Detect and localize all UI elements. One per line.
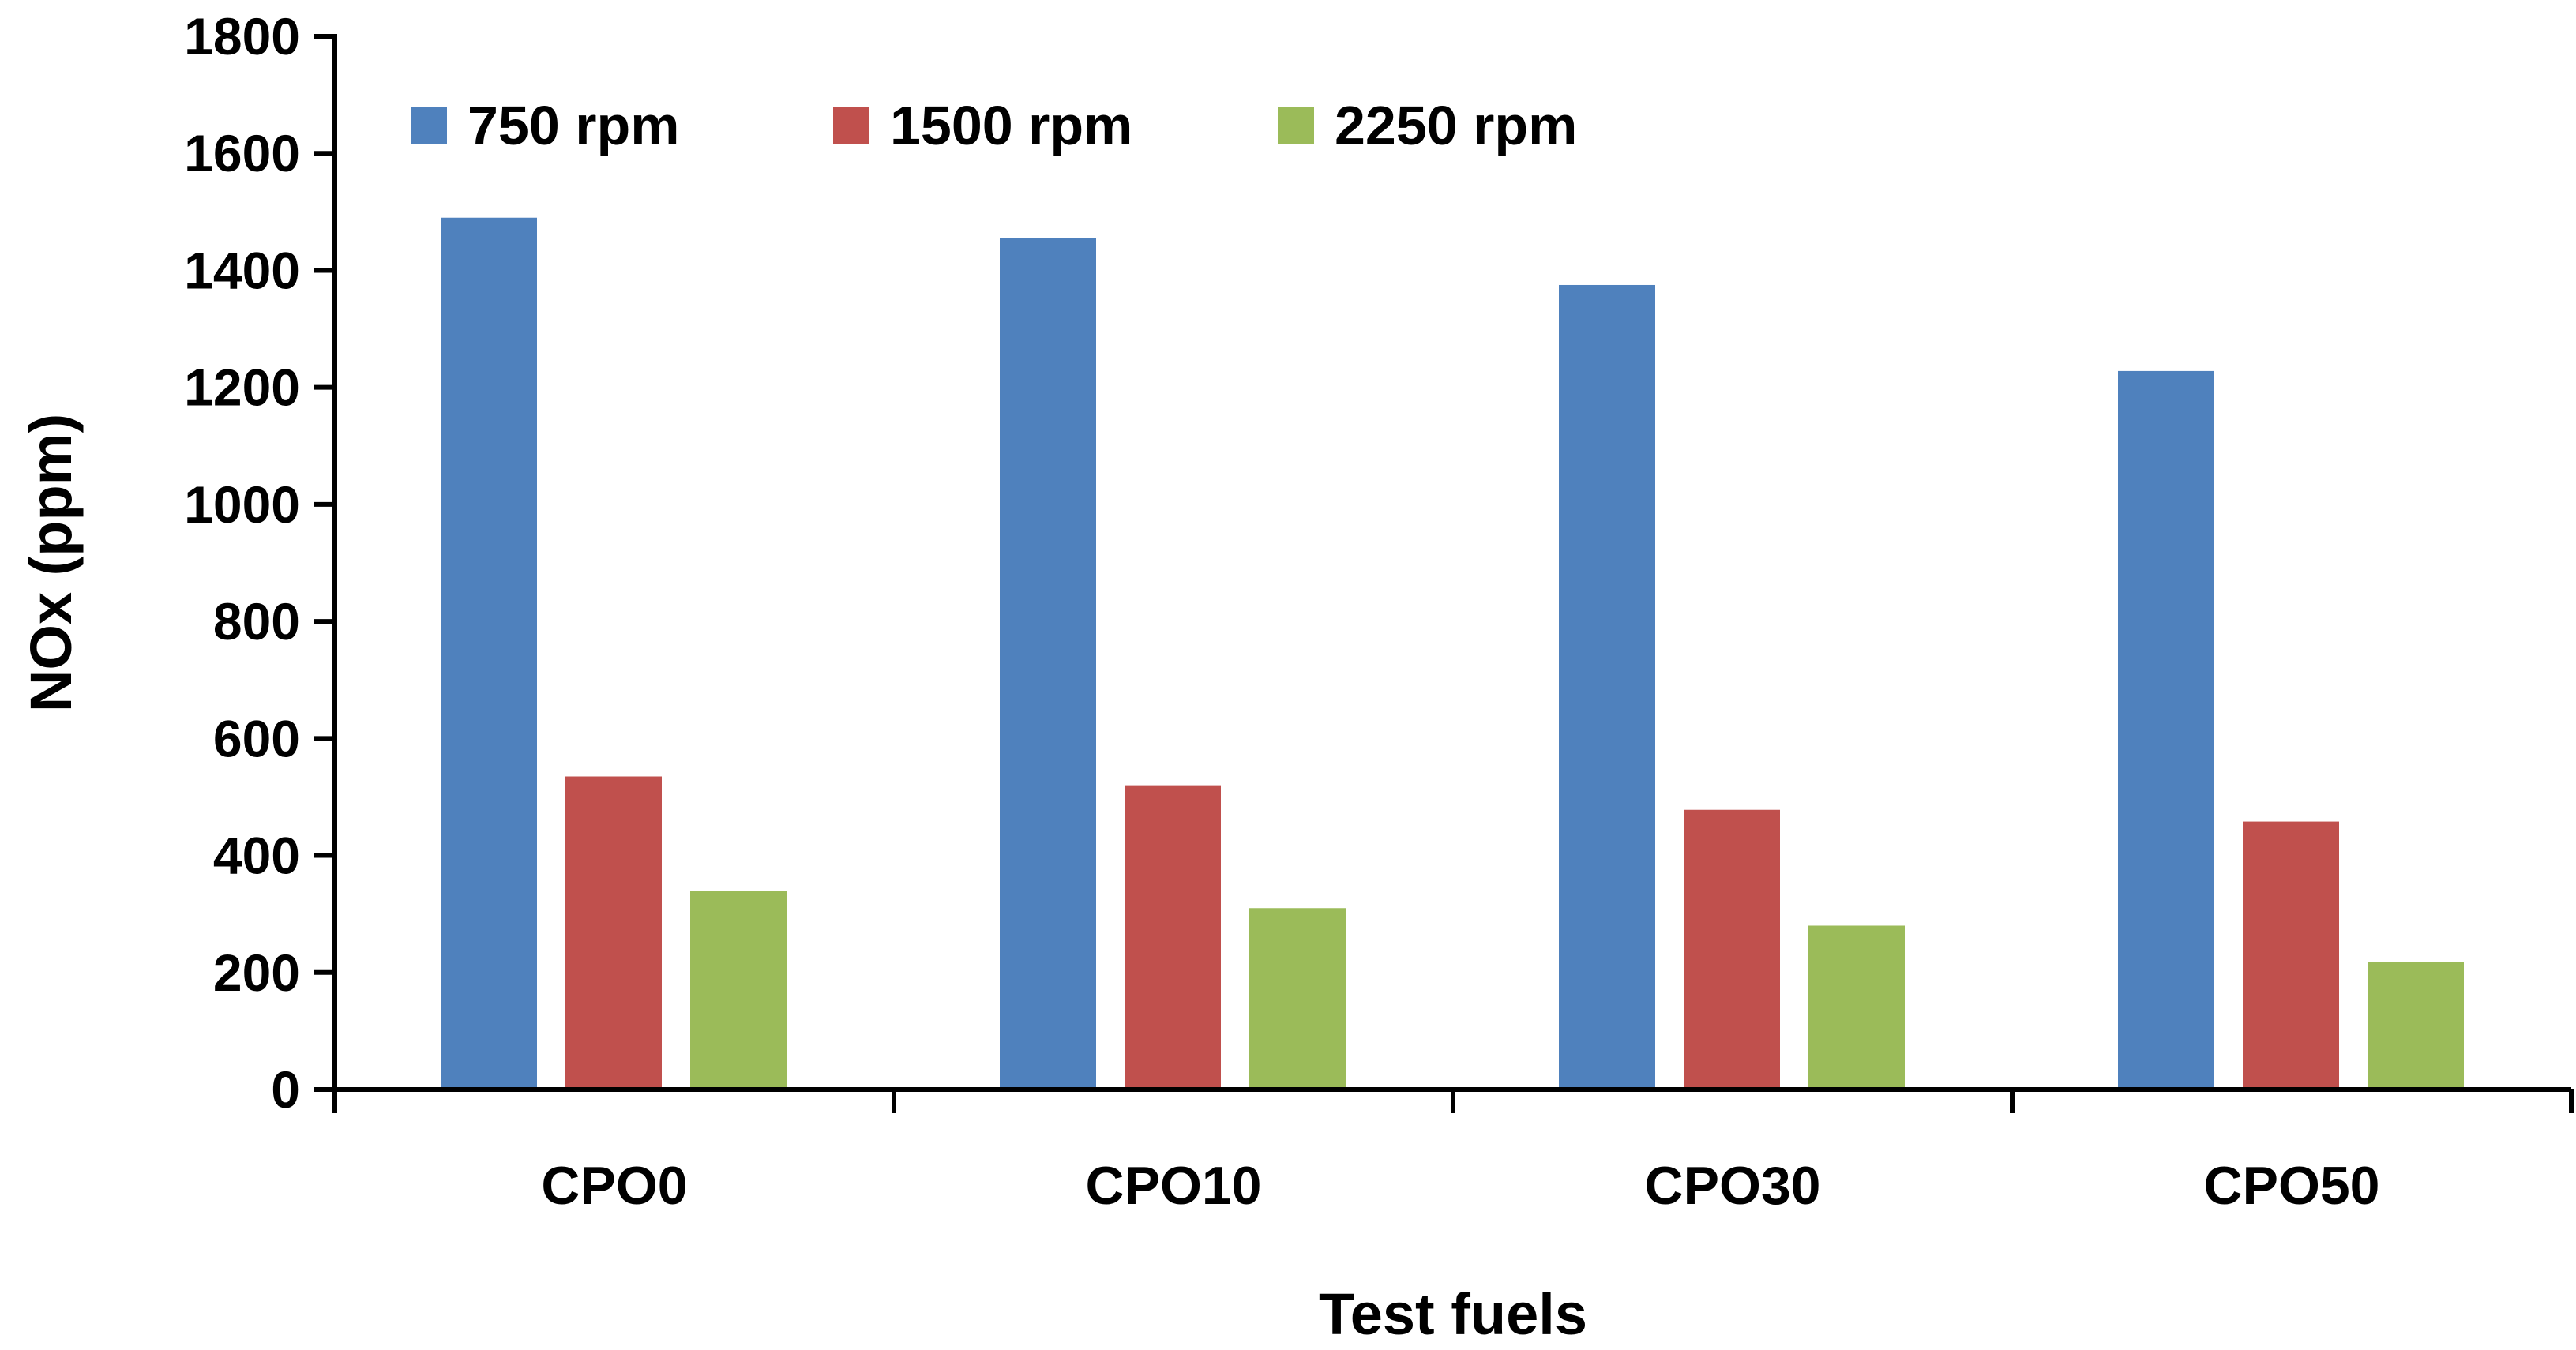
x-tick-label: CPO30 bbox=[1645, 1156, 1821, 1216]
bar-cpo10-750-rpm bbox=[1000, 238, 1096, 1089]
legend: 750 rpm 1500 rpm 2250 rpm bbox=[411, 95, 1577, 156]
y-tick-label: 1000 bbox=[184, 475, 300, 534]
bar-cpo0-2250-rpm bbox=[690, 891, 787, 1089]
y-tick-label: 1400 bbox=[184, 241, 300, 299]
bar-cpo50-750-rpm bbox=[2118, 370, 2214, 1090]
bar-cpo30-2250-rpm bbox=[1808, 925, 1905, 1089]
x-axis-title: Test fuels bbox=[1319, 1281, 1587, 1346]
bar-cpo50-1500-rpm bbox=[2243, 821, 2339, 1089]
bars-layer bbox=[441, 217, 2464, 1090]
legend-label: 1500 rpm bbox=[890, 95, 1132, 156]
axes-layer bbox=[332, 34, 2571, 1092]
y-tick-label: 0 bbox=[271, 1060, 300, 1119]
y-tick-label: 1800 bbox=[184, 7, 300, 66]
x-tick-label: CPO10 bbox=[1086, 1156, 1262, 1216]
y-tick-label: 1600 bbox=[184, 124, 300, 182]
x-tick-label: CPO50 bbox=[2204, 1156, 2380, 1216]
y-tick-label: 600 bbox=[213, 709, 300, 767]
bar-cpo0-1500-rpm bbox=[565, 776, 662, 1089]
legend-swatch bbox=[411, 107, 447, 144]
bar-cpo10-2250-rpm bbox=[1249, 908, 1346, 1089]
y-tick-label: 1200 bbox=[184, 358, 300, 417]
legend-label: 750 rpm bbox=[468, 95, 679, 156]
x-ticks: CPO0 CPO10 CPO30 CPO50 bbox=[332, 1089, 2574, 1216]
x-tick-label: CPO0 bbox=[541, 1156, 687, 1216]
bar-cpo30-750-rpm bbox=[1559, 284, 1655, 1089]
bar-cpo30-1500-rpm bbox=[1684, 809, 1780, 1089]
bar-cpo0-750-rpm bbox=[441, 217, 537, 1090]
bar-cpo50-2250-rpm bbox=[2368, 962, 2464, 1089]
y-tick-label: 800 bbox=[213, 592, 300, 651]
y-tick-label: 400 bbox=[213, 827, 300, 885]
y-ticks: 0 200 400 600 800 1000 1200 1400 1600 1800 bbox=[184, 7, 335, 1119]
y-axis-title: NOx (ppm) bbox=[18, 414, 84, 712]
legend-swatch bbox=[1278, 107, 1314, 144]
legend-swatch bbox=[833, 107, 869, 144]
y-tick-label: 200 bbox=[213, 943, 300, 1002]
legend-label: 2250 rpm bbox=[1335, 95, 1577, 156]
bar-cpo10-1500-rpm bbox=[1125, 785, 1221, 1089]
